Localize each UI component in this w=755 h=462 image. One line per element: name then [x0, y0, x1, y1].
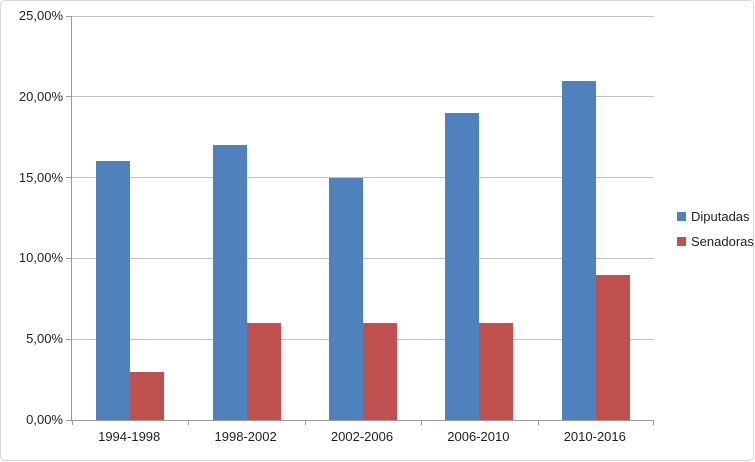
bar-group-1994-1998	[72, 16, 188, 420]
x-axis-tick	[653, 420, 654, 425]
bar-diputadas-2002-2006	[328, 177, 363, 420]
y-axis-tick	[66, 338, 71, 340]
y-axis-tick-label: 5,00%	[26, 331, 63, 347]
x-axis-category-label: 1998-2002	[214, 429, 277, 444]
bar-senadoras-2006-2010	[479, 323, 514, 420]
x-axis-category-label: 2006-2010	[447, 429, 510, 444]
bar-senadoras-2010-2016	[595, 274, 630, 420]
legend-item-senadoras: Senadoras	[677, 234, 754, 249]
bar-group-2006-2010	[421, 16, 537, 420]
y-axis-tick-label: 25,00%	[18, 8, 63, 23]
bar-group-2010-2016	[538, 16, 654, 420]
y-axis-tick-label: 20,00%	[18, 88, 63, 104]
legend-item-diputadas: Diputadas	[677, 209, 754, 224]
senadoras-swatch-icon	[677, 237, 686, 246]
plot-area	[66, 15, 654, 425]
bar-senadoras-1998-2002	[246, 323, 281, 420]
bar-diputadas-1998-2002	[212, 145, 247, 420]
x-axis-category-label: 2010-2016	[563, 429, 626, 444]
y-axis-tick-label: 10,00%	[18, 250, 63, 266]
x-axis-category-label: 1994-1998	[98, 429, 161, 444]
bar-senadoras-2002-2006	[362, 323, 397, 420]
y-axis-tick	[66, 15, 71, 17]
legend-label: Diputadas	[691, 209, 750, 224]
gridline	[72, 96, 654, 98]
gridline	[72, 177, 654, 179]
y-axis-tick	[66, 177, 71, 179]
bar-group-2002-2006	[305, 16, 421, 420]
legend-label: Senadoras	[691, 234, 754, 249]
bar-diputadas-1994-1998	[96, 161, 131, 420]
x-axis-tick	[72, 420, 73, 425]
x-axis-tick	[188, 420, 190, 425]
x-axis-tick	[537, 420, 539, 425]
y-axis-tick-label: 15,00%	[18, 169, 63, 185]
gridline	[72, 257, 654, 259]
diputadas-swatch-icon	[677, 212, 686, 221]
x-axis-tick	[421, 420, 423, 425]
x-axis-tick	[304, 420, 306, 425]
bar-diputadas-2010-2016	[561, 80, 596, 420]
y-axis-tick	[66, 420, 71, 421]
bar-senadoras-1994-1998	[130, 371, 165, 420]
y-axis-tick	[66, 257, 71, 259]
gridline	[72, 15, 654, 17]
bar-diputadas-2006-2010	[445, 112, 480, 420]
x-axis-category-label: 2002-2006	[330, 429, 394, 444]
bar-group-1998-2002	[188, 16, 304, 420]
y-axis-tick	[66, 96, 71, 98]
legend: Diputadas Senadoras	[677, 209, 754, 259]
y-axis-tick-label: 0,00%	[26, 412, 63, 427]
